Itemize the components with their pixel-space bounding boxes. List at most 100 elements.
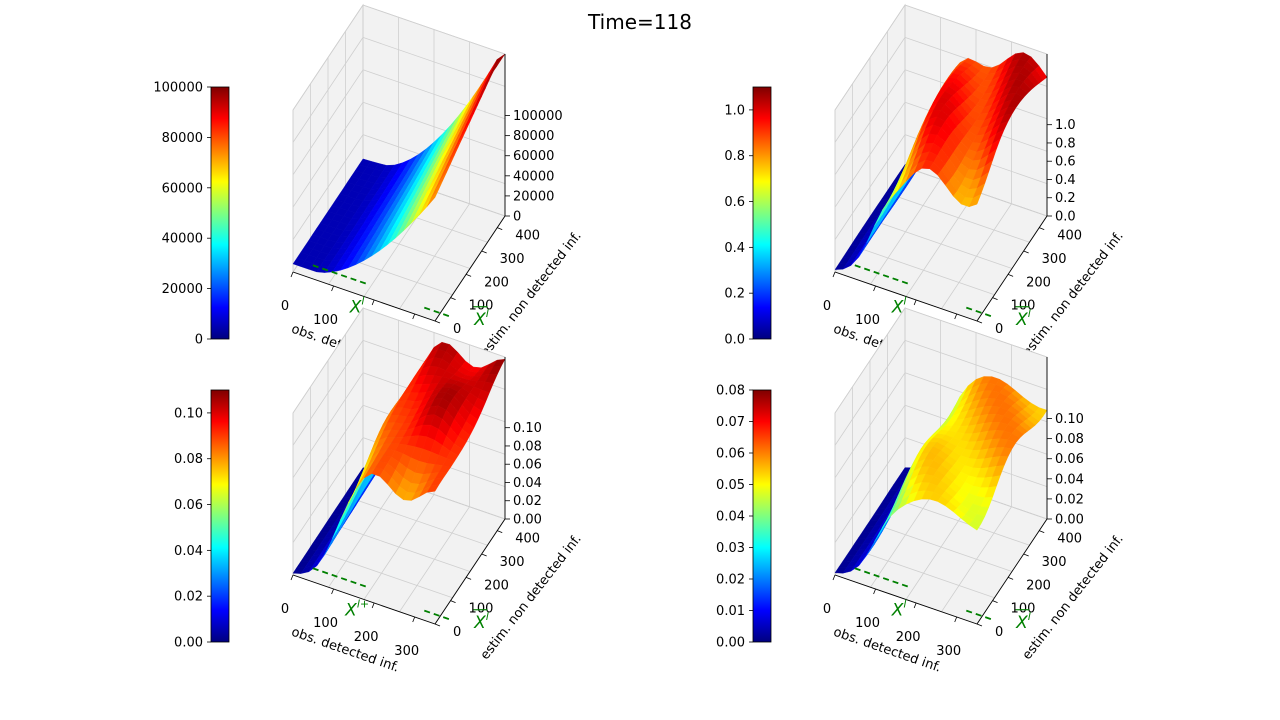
y-tick [1039,227,1045,231]
grid-line [292,134,364,240]
x-tick-label: 200 [354,630,379,645]
y-tick-label: 400 [515,532,540,547]
y-tick-label: 0 [453,322,461,337]
grid-line [399,506,470,612]
marker-label-x: Xl [891,294,907,317]
y-tick-label: 300 [500,252,525,267]
z-tick-label: 0.0 [1055,210,1076,225]
grid-line [834,404,906,511]
grid-line [292,37,364,143]
colorbar-tick-label: 0.00 [716,636,745,651]
grid-line [904,340,1048,390]
y-tick [1007,576,1014,580]
colorbar-tick-label: 0.07 [716,415,745,430]
threshold-line-y [424,306,451,318]
grid-line [292,404,364,511]
grid-line [887,192,1030,243]
x-tick [954,616,958,623]
x-tick [832,271,836,278]
y-tick-label: 400 [1057,532,1082,547]
y-tick-label: 400 [515,229,540,244]
grid-line [834,437,906,543]
x-tick [331,285,334,292]
surface-facet [426,484,440,493]
colorbar [752,86,772,340]
y-tick [450,600,456,604]
grid-line [904,4,1048,55]
z-tick-label: 0.04 [513,476,542,491]
z-tick-label: 80000 [513,129,554,144]
colorbar-tick-label: 0.6 [724,195,745,210]
x-axis-line [834,574,978,625]
grid-line [834,307,906,414]
grid-line [904,307,1048,358]
y-tick [434,320,441,324]
colorbar-tick-label: 0.08 [716,384,745,399]
x-tick [331,588,334,595]
x-tick [913,602,917,609]
y-tick-label: 0 [995,625,1003,640]
colorbar-tick-label: 0.00 [174,636,203,651]
y-tick-label: 200 [484,275,509,290]
figure-title: Time=118 [587,10,692,34]
x-tick-label: 100 [855,313,880,328]
grid-line [362,307,506,358]
y-tick [497,227,503,231]
z-tick-label: 0.08 [513,439,542,454]
x-tick-label: 0 [823,602,831,617]
y-tick-label: 200 [1026,275,1051,290]
y-tick [992,297,998,301]
grid-line [292,340,364,446]
chart-panel-4: Vaccination Rate0.000.010.020.030.040.05… [716,306,1127,676]
x-tick [412,616,416,623]
x-tick-label: 0 [281,602,289,617]
z-tick-label: 0.04 [1055,472,1084,487]
x-tick-label: 100 [313,313,338,328]
grid-line [941,203,1012,309]
y-tick [1023,553,1029,557]
colorbar-tick-label: 100000 [153,81,203,96]
colorbar [752,389,772,643]
y-axis-line [976,215,1048,322]
y-tick [434,623,441,627]
colorbar-tick-label: 80000 [162,131,203,146]
y-axis-line [434,518,506,625]
z-tick-label: 0.02 [513,494,542,509]
z-tick-label: 20000 [513,189,554,204]
colorbar-tick-label: 1.0 [724,103,745,118]
z-tick-label: 0 [513,210,521,225]
z-tick-label: 100000 [513,109,563,124]
z-tick-label: 0.6 [1055,155,1076,170]
x-tick [913,299,917,306]
y-tick [976,623,983,627]
x-tick-label: 300 [936,644,961,659]
x-tick [832,574,836,581]
z-tick-label: 0.00 [1055,513,1084,528]
colorbar-tick-label: 0.8 [724,149,745,164]
x-axis-line [292,574,436,625]
grid-line [869,522,1013,572]
grid-line [292,101,364,208]
y-tick [481,553,487,557]
grid-line [941,506,1012,612]
y-axis-line [976,518,1048,625]
x-tick [371,299,375,306]
y-tick-label: 0 [453,625,461,640]
z-tick-label: 0.06 [513,458,542,473]
grid-line [292,372,364,479]
grid-line [292,307,364,414]
marker-label-x: Xl+ [344,597,369,620]
z-tick-label: 1.0 [1055,118,1076,133]
chart-panel-1: Value Function02000040000600008000010000… [153,3,585,373]
colorbar-tick-label: 0 [195,333,203,348]
x-tick [873,285,876,292]
grid-line [834,4,906,111]
colorbar-tick-label: 0.06 [174,498,203,513]
colorbar [210,389,230,643]
marker-label-y: Xl [473,307,489,330]
y-tick-label: 300 [500,555,525,570]
grid-line [362,4,506,55]
colorbar-tick-label: 0.4 [724,241,745,256]
grid-line [887,495,1030,546]
x-tick-label: 100 [313,616,338,631]
